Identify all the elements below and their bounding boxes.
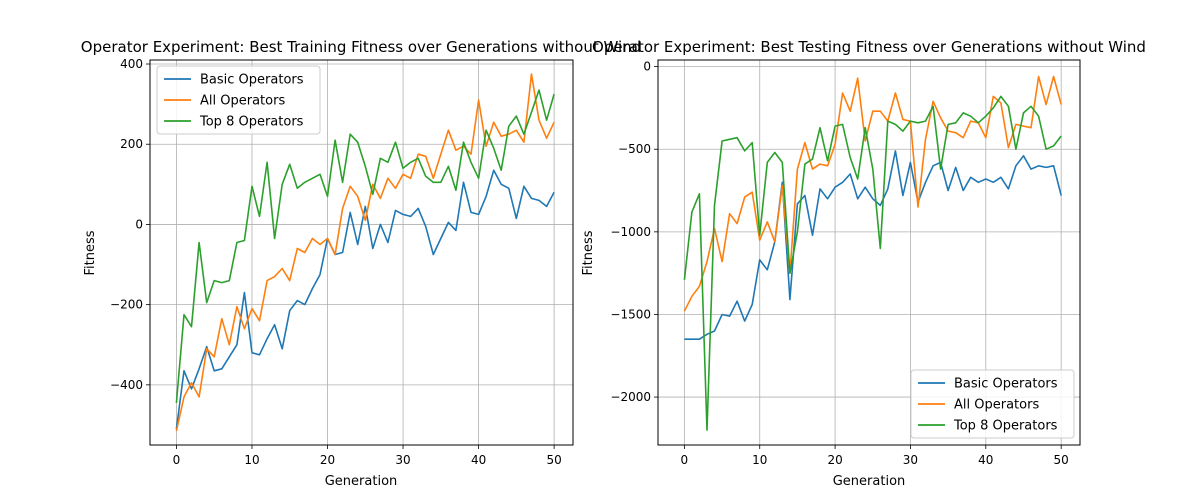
- testing-y-tick-label: −1000: [610, 225, 651, 239]
- testing-plot-frame: [657, 59, 1081, 446]
- training-legend: Basic Operators All Operators Top 8 Operat…: [156, 65, 321, 135]
- testing-fitness-chart: 0 10 20 30 40 50 −2000 −1500 −1000 −500 0 Operator…: [581, 38, 1146, 489]
- training-x-tick-label: 10: [244, 453, 259, 467]
- testing-ticks: 0 10 20 30 40 50 −2000 −1500 −1000 −500 0: [610, 60, 1068, 467]
- training-x-tick-label: 50: [546, 453, 561, 467]
- training-x-tick-label: 0: [173, 453, 181, 467]
- training-legend-label: Basic Operators: [200, 73, 304, 88]
- training-series-all-operators: [175, 73, 555, 432]
- testing-y-tick-label: 0: [643, 60, 651, 74]
- testing-x-axis-label: Generation: [833, 474, 906, 489]
- training-legend-box: [156, 65, 321, 135]
- training-legend-label: All Operators: [200, 94, 285, 109]
- testing-x-tick-label: 40: [978, 453, 993, 467]
- training-chart-title: Operator Experiment: Best Training Fitne…: [81, 38, 641, 56]
- training-fitness-chart: 0 10 20 30 40 50 −400 −200 0 200 400 Operator Expe…: [81, 38, 641, 489]
- testing-x-tick-label: 10: [752, 453, 767, 467]
- testing-legend: Basic Operators All Operators Top 8 Operat…: [910, 369, 1075, 439]
- testing-legend-label: Top 8 Operators: [953, 419, 1058, 434]
- testing-chart-title: Operator Experiment: Best Testing Fitnes…: [592, 38, 1146, 56]
- testing-y-axis-label: Fitness: [581, 230, 596, 275]
- testing-series-top-8-operators: [683, 95, 1062, 431]
- testing-x-tick-label: 30: [903, 453, 918, 467]
- training-x-tick-label: 20: [320, 453, 335, 467]
- testing-y-tick-label: −1500: [610, 307, 651, 321]
- training-y-tick-label: −400: [110, 378, 143, 392]
- training-y-axis-label: Fitness: [83, 230, 98, 275]
- training-y-tick-label: 200: [120, 137, 143, 151]
- testing-y-tick-label: −2000: [610, 390, 651, 404]
- testing-x-tick-label: 0: [681, 453, 689, 467]
- testing-x-tick-label: 50: [1054, 453, 1069, 467]
- training-x-tick-label: 40: [471, 453, 486, 467]
- training-legend-label: Top 8 Operators: [199, 115, 304, 130]
- training-x-axis-label: Generation: [325, 474, 398, 489]
- training-y-tick-label: 400: [120, 57, 143, 71]
- training-grid: [150, 60, 573, 445]
- training-y-tick-label: 0: [135, 217, 143, 231]
- testing-series-basic-operators: [684, 150, 1062, 341]
- training-series-group: [175, 73, 555, 432]
- training-series-top-8-operators: [175, 89, 555, 403]
- testing-y-tick-label: −500: [618, 142, 651, 156]
- training-ticks: 0 10 20 30 40 50 −400 −200 0 200 400: [110, 57, 562, 467]
- testing-series-group: [683, 75, 1062, 431]
- testing-legend-label: All Operators: [954, 398, 1039, 413]
- training-plot-frame: [149, 59, 574, 446]
- testing-legend-label: Basic Operators: [954, 377, 1058, 392]
- training-x-tick-label: 30: [395, 453, 410, 467]
- testing-legend-box: [910, 369, 1075, 439]
- training-series-basic-operators: [175, 169, 555, 430]
- training-y-tick-label: −200: [110, 298, 143, 312]
- testing-x-tick-label: 20: [827, 453, 842, 467]
